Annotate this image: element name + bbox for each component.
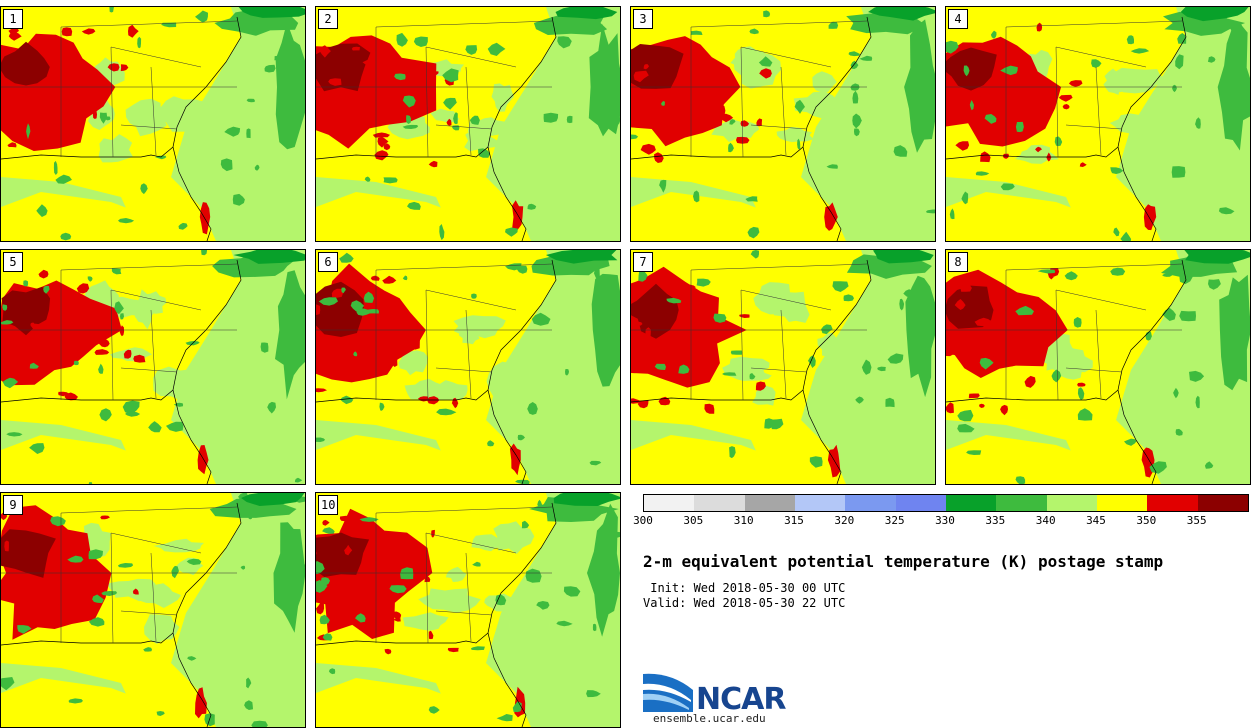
- member-label: 8: [948, 252, 968, 272]
- equivalent-potential-temperature-map: [631, 7, 935, 241]
- member-map-4[interactable]: 4: [945, 6, 1251, 242]
- equivalent-potential-temperature-map: [1, 493, 305, 727]
- equivalent-potential-temperature-map: [316, 493, 620, 727]
- member-map-5[interactable]: 5: [0, 249, 306, 485]
- colorbar-tick-label: 330: [935, 514, 955, 527]
- colorbar-tick-label: 350: [1136, 514, 1157, 527]
- member-label: 1: [3, 9, 23, 29]
- member-map-2[interactable]: 2: [315, 6, 621, 242]
- colorbar-tick-label: 300: [633, 514, 653, 527]
- member-map-9[interactable]: 9: [0, 492, 306, 728]
- init-time: Init: Wed 2018-05-30 00 UTC: [643, 581, 846, 595]
- colorbar-tick-label: 325: [884, 514, 905, 527]
- colorbar-segment: [794, 495, 846, 511]
- colorbar-tick-label: 335: [985, 514, 1006, 527]
- equivalent-potential-temperature-map: [1, 250, 305, 484]
- member-map-8[interactable]: 8: [945, 249, 1251, 485]
- member-map-10[interactable]: 10: [315, 492, 621, 728]
- colorbar-ticks: 300 305 310 315 320 325 330 335 340 345 350 355: [633, 514, 1247, 530]
- member-label: 7: [633, 252, 653, 272]
- member-label: 6: [318, 252, 338, 272]
- valid-time: Valid: Wed 2018-05-30 22 UTC: [643, 596, 846, 610]
- member-label: 4: [948, 9, 968, 29]
- member-map-6[interactable]: 6: [315, 249, 621, 485]
- colorbar-tick-label: 345: [1086, 514, 1106, 527]
- member-map-1[interactable]: 1: [0, 6, 306, 242]
- member-label: 10: [318, 495, 339, 515]
- member-map-3[interactable]: 3: [630, 6, 936, 242]
- colorbar: [643, 494, 1249, 512]
- colorbar-tick-label: 315: [784, 514, 804, 527]
- colorbar-tick-label: 310: [733, 514, 754, 527]
- colorbar-segment: [1147, 495, 1198, 511]
- colorbar-tick-label: 320: [834, 514, 855, 527]
- colorbar-segment: [744, 495, 795, 511]
- colorbar-segment: [895, 495, 946, 511]
- colorbar-tick-label: 305: [683, 514, 704, 527]
- member-map-7[interactable]: 7: [630, 249, 936, 485]
- ncar-logo-icon: [643, 673, 693, 712]
- colorbar-segment: [694, 495, 745, 511]
- member-label: 3: [633, 9, 653, 29]
- colorbar-segment: [644, 495, 695, 511]
- colorbar-segment: [1197, 495, 1248, 511]
- colorbar-tick-label: 340: [1035, 514, 1056, 527]
- colorbar-segment: [945, 495, 997, 511]
- member-label: 2: [318, 9, 338, 29]
- colorbar-segment: [845, 495, 896, 511]
- equivalent-potential-temperature-map: [1, 7, 305, 241]
- equivalent-potential-temperature-map: [316, 250, 620, 484]
- colorbar-tick-label: 355: [1186, 514, 1207, 527]
- member-label: 9: [3, 495, 23, 515]
- plot-title: 2-m equivalent potential temperature (K)…: [643, 552, 1164, 571]
- equivalent-potential-temperature-map: [316, 7, 620, 241]
- colorbar-segment: [996, 495, 1047, 511]
- logo-url: ensemble.ucar.edu: [653, 712, 766, 725]
- logo-wordmark: NCAR: [696, 682, 786, 717]
- equivalent-potential-temperature-map: [631, 250, 935, 484]
- member-label: 5: [3, 252, 23, 272]
- colorbar-segment: [1096, 495, 1148, 511]
- colorbar-segment: [1046, 495, 1097, 511]
- equivalent-potential-temperature-map: [946, 7, 1250, 241]
- equivalent-potential-temperature-map: [946, 250, 1250, 484]
